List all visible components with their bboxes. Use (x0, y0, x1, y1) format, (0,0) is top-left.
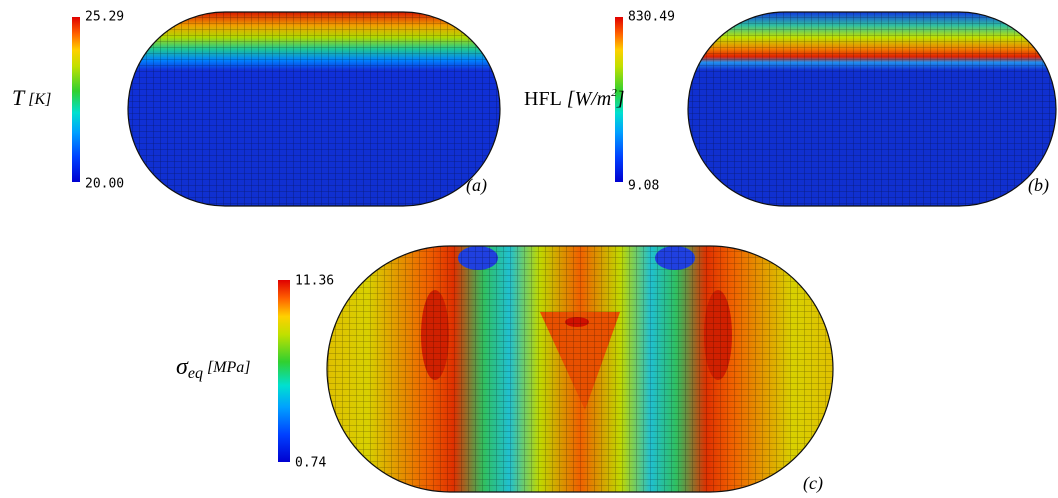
panel-tag: (a) (466, 175, 487, 196)
panel-tag: (b) (1028, 175, 1049, 196)
colorbar (72, 17, 80, 182)
colorbar-min: 0.74 (295, 456, 326, 471)
colorbar-min: 9.08 (628, 179, 659, 194)
figure: 25.29 20.00 T [K] (a) 830.49 9.08 HFL [W… (0, 0, 1058, 498)
panel-tag: (c) (803, 473, 823, 494)
axis-label: σeq [MPa] (176, 354, 251, 382)
label-part: eq (188, 365, 203, 382)
label-part: [K] (24, 91, 51, 108)
mesh (327, 246, 833, 492)
label-part: [MPa] (203, 359, 251, 376)
panel-c: 11.36 0.74 σeq [MPa] (c) (176, 246, 833, 494)
colorbar-max: 25.29 (85, 10, 124, 25)
panel-a: 25.29 20.00 T [K] (a) (12, 10, 500, 207)
page: {"panels": [ {"tag": "(a)", "colorbar": … (0, 0, 1058, 498)
label-part: ] (616, 88, 625, 110)
mesh (688, 12, 1056, 206)
panel-b: 830.49 9.08 HFL [W/m2] (b) (524, 10, 1056, 207)
label-part: [W/m (562, 88, 611, 110)
colorbar (278, 280, 290, 462)
label-part: HFL (524, 88, 562, 110)
colorbar-max: 830.49 (628, 10, 675, 25)
colorbar-min: 20.00 (85, 177, 124, 192)
axis-label: HFL [W/m2] (524, 87, 625, 110)
mesh (128, 12, 500, 206)
axis-label: T [K] (12, 85, 51, 110)
colorbar-max: 11.36 (295, 274, 334, 289)
